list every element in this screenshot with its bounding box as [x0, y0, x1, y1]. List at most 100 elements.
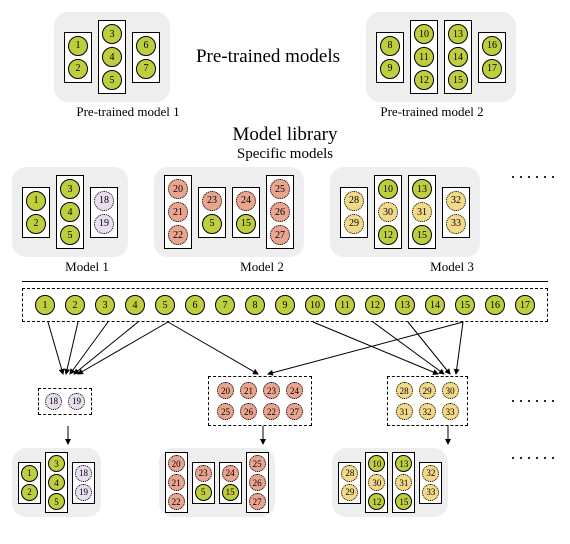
pool-node: 4 — [125, 295, 145, 315]
node: 21 — [240, 382, 257, 399]
pool-node: 12 — [365, 295, 385, 315]
node: 20 — [168, 179, 188, 199]
node: 20 — [217, 382, 234, 399]
col: 18 19 — [90, 187, 118, 238]
ellipsis: ······ — [506, 448, 558, 469]
node: 5 — [195, 484, 212, 501]
col: 8 9 — [376, 32, 404, 83]
col: 32 33 — [419, 462, 442, 504]
node: 5 — [202, 214, 222, 234]
node: 18 — [94, 191, 114, 211]
assembled-model-2: 20 21 22 23 5 24 15 25 26 27 — [159, 448, 275, 517]
node: 5 — [48, 493, 65, 510]
node-16: 16 — [482, 36, 502, 56]
pool-node: 5 — [155, 295, 175, 315]
specific-model-2: 20 21 22 23 5 24 15 25 26 27 — [154, 167, 304, 257]
pool-node: 17 — [515, 295, 535, 315]
col: 24 15 — [232, 187, 260, 238]
node: 24 — [236, 191, 256, 211]
col: 25 26 27 — [246, 452, 269, 513]
col: 25 26 27 — [266, 175, 294, 249]
down-arrows — [8, 426, 562, 448]
col: 1 2 — [18, 462, 41, 504]
pretrained-caption-1: Pre-trained model 1 — [48, 104, 208, 120]
node: 5 — [60, 225, 80, 245]
node: 12 — [368, 493, 385, 510]
node: 1 — [21, 465, 38, 482]
node: 27 — [249, 493, 266, 510]
node: 31 — [395, 474, 412, 491]
node-17: 17 — [482, 59, 502, 79]
node: 32 — [419, 403, 436, 420]
node-pool: 1 2 3 4 5 6 7 8 9 10 11 12 13 14 15 16 1… — [22, 288, 548, 322]
node-6: 6 — [136, 36, 156, 56]
node: 23 — [263, 382, 280, 399]
node: 18 — [75, 465, 92, 482]
ellipsis: ······ — [506, 167, 558, 188]
col: 28 29 — [340, 187, 368, 238]
col: 1 2 — [22, 187, 50, 238]
model-1-caption: Model 1 — [12, 259, 162, 275]
node: 10 — [378, 179, 398, 199]
node: 25 — [270, 179, 290, 199]
node: 19 — [94, 214, 114, 234]
node: 30 — [442, 382, 459, 399]
col: 24 15 — [219, 462, 242, 504]
pretrained-model-1-card: 1 2 3 4 5 6 7 — [54, 12, 170, 102]
model-3-caption: Model 3 — [362, 259, 542, 275]
node-15: 15 — [448, 70, 468, 90]
node: 32 — [446, 191, 466, 211]
pretrained-model-2: 8 9 10 11 12 13 14 15 16 17 — [366, 12, 516, 102]
assembled-model-3: 28 29 10 30 12 13 31 15 32 33 — [332, 448, 448, 517]
assembled-model-1: 1 2 3 4 5 18 19 — [12, 448, 101, 517]
node-7: 7 — [136, 59, 156, 79]
node: 15 — [395, 493, 412, 510]
node: 22 — [168, 493, 185, 510]
node-1: 1 — [68, 36, 88, 56]
node: 15 — [412, 225, 432, 245]
specific-model-1: 1 2 3 4 5 18 19 — [12, 167, 128, 257]
pretrained-model-2-card: 8 9 10 11 12 13 14 15 16 17 — [366, 12, 516, 102]
node: 2 — [26, 214, 46, 234]
col: 16 17 — [478, 32, 506, 83]
node: 10 — [368, 455, 385, 472]
pool-node: 14 — [425, 295, 445, 315]
pool-node: 16 — [485, 295, 505, 315]
node: 26 — [249, 474, 266, 491]
node: 31 — [412, 202, 432, 222]
ellipsis: ······ — [506, 391, 558, 412]
pool-node: 1 — [35, 295, 55, 315]
node: 21 — [168, 202, 188, 222]
node-4: 4 — [102, 47, 122, 67]
col: 18 19 — [72, 462, 95, 504]
node: 24 — [222, 465, 239, 482]
node: 2 — [21, 484, 38, 501]
node: 1 — [26, 191, 46, 211]
node: 19 — [68, 393, 85, 410]
col: 32 33 — [442, 187, 470, 238]
col: 10 30 12 — [365, 452, 388, 513]
col: 1 2 — [64, 32, 92, 83]
pretrained-caption-2: Pre-trained model 2 — [342, 104, 522, 120]
residual-set-3: 28 29 30 31 32 33 — [387, 376, 468, 426]
node: 30 — [378, 202, 398, 222]
node: 20 — [168, 455, 185, 472]
model-2-caption: Model 2 — [162, 259, 362, 275]
node: 31 — [396, 403, 413, 420]
col: 13 14 15 — [444, 20, 472, 94]
node: 13 — [412, 179, 432, 199]
col: 13 31 15 — [392, 452, 415, 513]
col: 6 7 — [132, 32, 160, 83]
specific-title: Specific models — [8, 146, 562, 163]
col: 3 4 5 — [45, 452, 68, 513]
node: 15 — [222, 484, 239, 501]
node: 13 — [395, 455, 412, 472]
node: 28 — [341, 465, 358, 482]
col: 23 5 — [198, 187, 226, 238]
separator — [22, 281, 548, 282]
pool-node: 9 — [275, 295, 295, 315]
arrows — [8, 322, 562, 382]
node-8: 8 — [380, 36, 400, 56]
node-9: 9 — [380, 59, 400, 79]
node-5: 5 — [102, 70, 122, 90]
